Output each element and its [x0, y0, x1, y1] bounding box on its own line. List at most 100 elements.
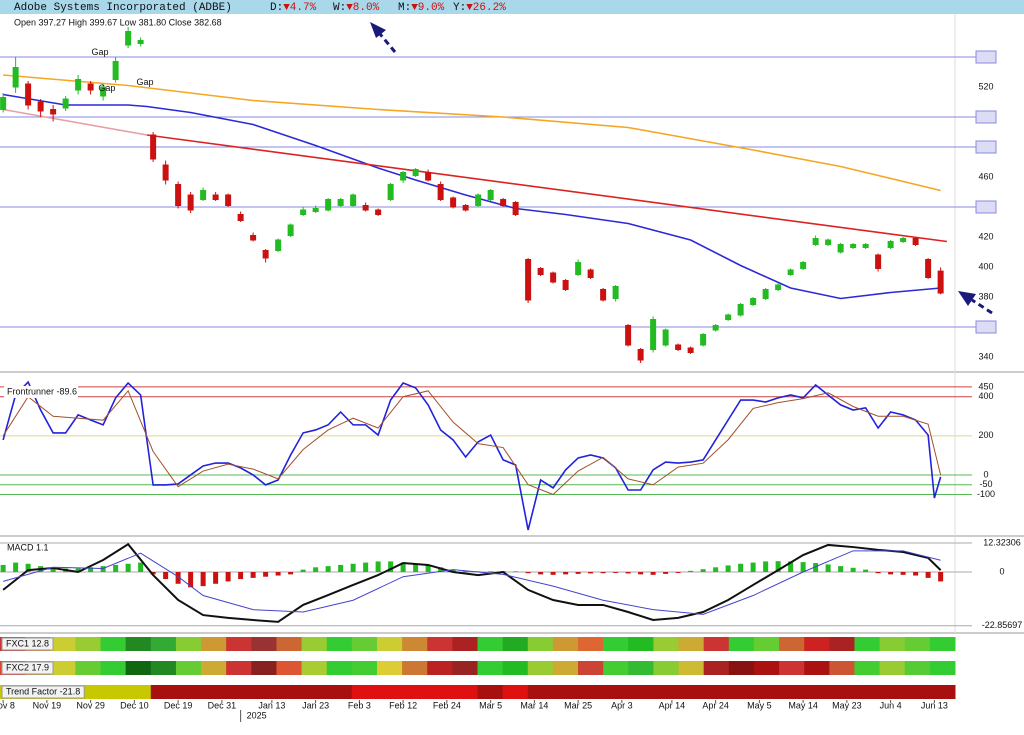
heat-cell	[226, 685, 252, 699]
heat-cell	[326, 637, 353, 651]
heat-cell	[452, 661, 478, 675]
heat-cell	[653, 685, 680, 699]
heat-cell	[603, 685, 629, 699]
histogram-bar	[775, 561, 781, 572]
y-tick-label: 380	[978, 291, 993, 301]
panel-title-box	[4, 386, 78, 398]
histogram-bar	[613, 572, 619, 573]
histogram-bar	[925, 572, 931, 578]
change-value: ▼9.0%	[411, 2, 444, 14]
heat-cell	[125, 637, 152, 651]
candle-body	[37, 101, 44, 112]
histogram-bar	[0, 564, 6, 572]
heat-cell	[904, 637, 931, 651]
heat-cell	[578, 637, 604, 651]
histogram-bar	[100, 566, 106, 572]
heat-cell	[502, 685, 529, 699]
candle-body	[675, 344, 682, 351]
heat-cell	[527, 637, 554, 651]
histogram-bar	[763, 561, 769, 572]
candle-body	[525, 259, 532, 301]
candle-body	[400, 172, 407, 181]
heat-cell	[829, 661, 855, 675]
heat-cell	[527, 661, 554, 675]
heat-cell	[427, 661, 453, 675]
candle-body	[837, 244, 844, 253]
x-tick-label: Mar 5	[479, 700, 502, 710]
histogram-bar	[675, 572, 681, 573]
candle-body	[587, 269, 594, 279]
histogram-bar	[200, 572, 206, 587]
heat-cell	[301, 661, 328, 675]
heat-cell	[226, 637, 252, 651]
histogram-bar	[163, 572, 169, 580]
y-tick-label: -22.85697	[982, 620, 1023, 630]
histogram-bar	[600, 572, 606, 574]
histogram-bar	[563, 572, 569, 575]
change-prefix: M:	[398, 2, 411, 14]
x-tick-label: Nov 29	[76, 700, 105, 710]
header-change: Y:▼26.2%	[453, 2, 506, 14]
heat-cell	[804, 661, 830, 675]
candle-body	[800, 262, 807, 270]
y-tick-label: 12.32306	[983, 537, 1021, 547]
histogram-bar	[238, 572, 244, 580]
heat-cell	[226, 661, 252, 675]
candle-body	[725, 314, 732, 321]
panel-title: MACD 1.1	[7, 542, 49, 552]
heat-cell	[276, 685, 303, 699]
heat-cell	[502, 637, 529, 651]
heat-cell	[779, 661, 805, 675]
x-tick-label: Jan 13	[258, 700, 285, 710]
histogram-bar	[413, 563, 419, 572]
h-line-label-box	[975, 200, 997, 214]
candle-body	[75, 79, 82, 91]
candle-body	[25, 83, 32, 106]
candle-body	[600, 289, 607, 301]
y-tick-label: 420	[978, 231, 993, 241]
candle-body	[337, 199, 344, 207]
year-label: 2025	[247, 710, 267, 720]
heat-cell	[804, 637, 830, 651]
heat-cell	[50, 661, 76, 675]
candle-body	[425, 172, 432, 181]
heat-cell	[628, 685, 654, 699]
histogram-bar	[725, 565, 731, 572]
candle-body	[625, 325, 632, 346]
heat-cell	[552, 661, 579, 675]
heat-cell	[150, 685, 177, 699]
histogram-bar	[75, 568, 81, 572]
candle-body	[875, 254, 882, 270]
candle-body	[275, 239, 282, 252]
histogram-bar	[638, 572, 644, 575]
h-line-label-box	[975, 140, 997, 154]
y-tick-label: 340	[978, 351, 993, 361]
candle-body	[62, 98, 69, 109]
heat-cell	[904, 685, 931, 699]
x-tick-label: Jan 23	[302, 700, 329, 710]
heat-cell	[100, 661, 127, 675]
candle-body	[112, 61, 119, 81]
histogram-bar	[838, 566, 844, 572]
histogram-bar	[125, 563, 131, 572]
heat-cell	[703, 685, 730, 699]
heat-cell	[753, 661, 780, 675]
x-tick-label: Mar 25	[564, 700, 592, 710]
heat-cell	[879, 685, 906, 699]
candle-body	[500, 199, 507, 207]
candle-body	[850, 244, 857, 249]
h-line-label-box	[975, 110, 997, 124]
heat-cell	[603, 661, 629, 675]
header-change: W:▼8.0%	[333, 2, 380, 14]
heat-cell	[854, 637, 881, 651]
candle-body	[700, 334, 707, 346]
heat-cell	[477, 637, 504, 651]
candle-body	[887, 241, 894, 249]
heat-cell	[427, 685, 453, 699]
histogram-bar	[575, 572, 581, 574]
heat-cell	[201, 685, 227, 699]
series-line	[2, 380, 942, 531]
heat-cell	[427, 637, 453, 651]
heat-cell	[75, 661, 102, 675]
heat-cell	[402, 685, 428, 699]
